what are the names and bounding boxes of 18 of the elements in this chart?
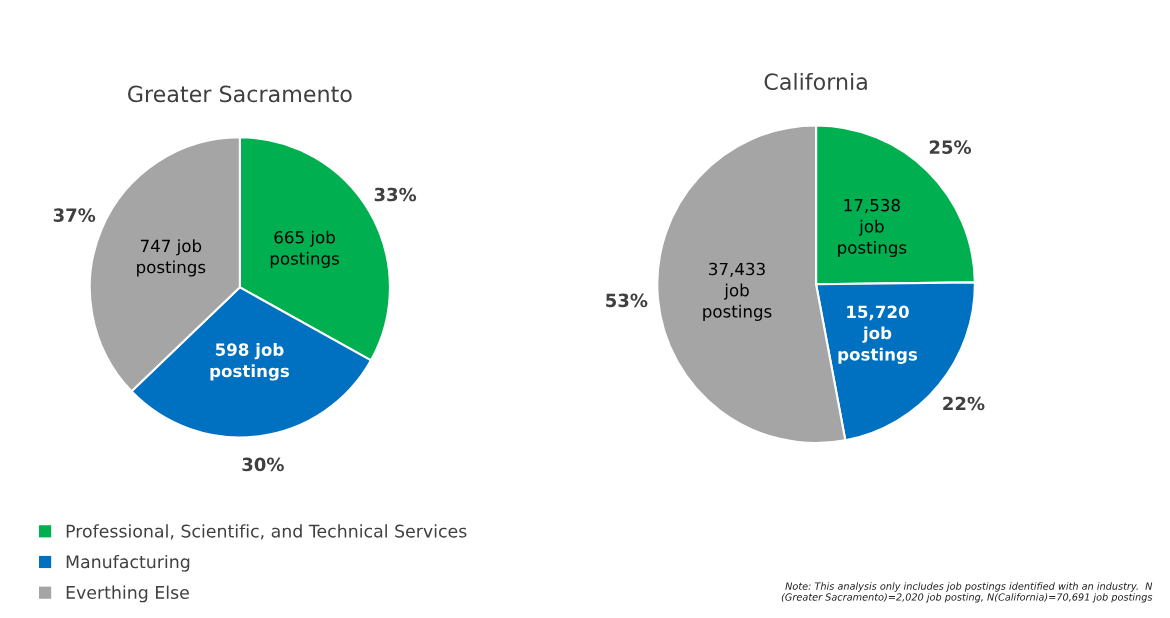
chart-title: Greater Sacramento [128,85,352,103]
data-label: 598 job postings [210,343,289,381]
data-label: 665 job postings [270,230,339,268]
text: 25% [929,140,972,154]
text: 22% [943,396,985,411]
text: Note: This analysis only includes job postings identified with an industry. N (Greater Sacramento)=2,020 job posting, N(California)=70,691 job postings [781,582,1153,603]
chart-title: California [764,72,867,91]
text: 37% [53,208,96,222]
text: 33% [374,187,417,202]
legend-label: Professional, Scientific, and Technical Services [66,524,467,540]
text: 53% [606,293,648,308]
data-label: 15,720 job postings [838,305,918,364]
data-label: 17,538 job postings [838,198,907,258]
data-label: 747 job postings [137,239,206,277]
data-label: 37,433 job postings [703,262,772,321]
text: 30% [242,457,284,472]
legend-label: Everthing Else [66,585,189,603]
legend-label: Manufacturing [66,554,190,572]
